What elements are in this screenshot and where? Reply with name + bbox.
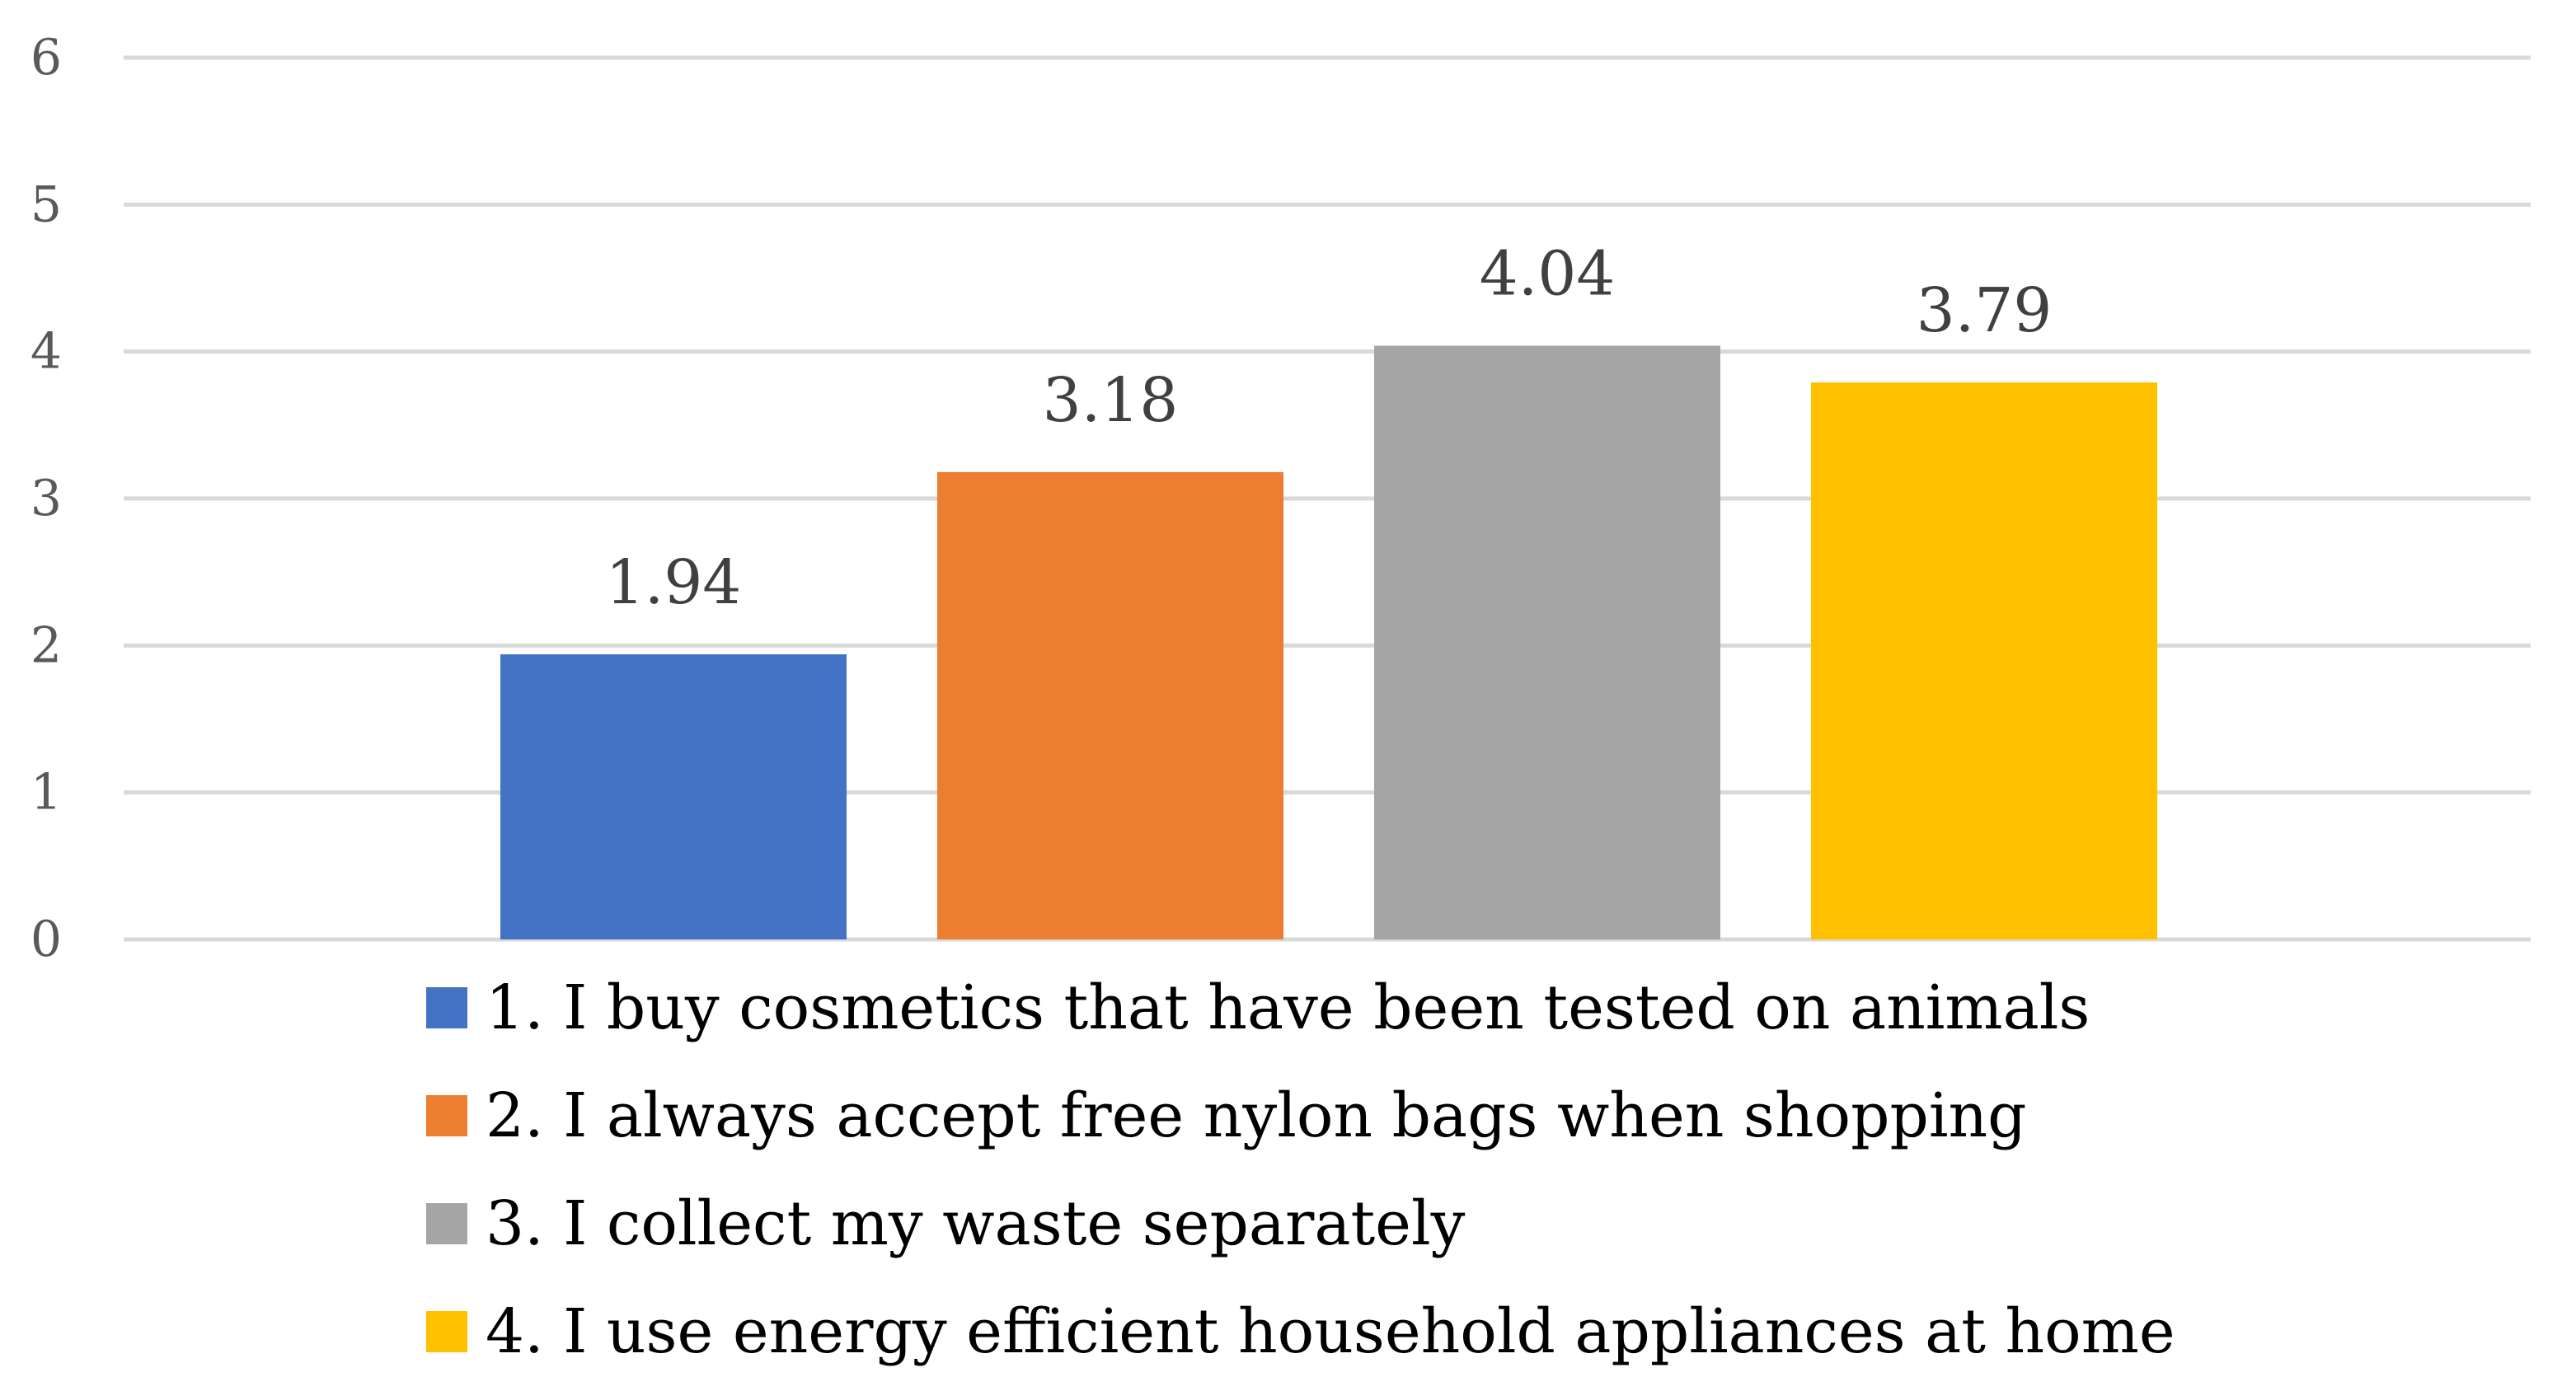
- gridlines: [124, 55, 2531, 942]
- legend-item-4: 4. I use energy efficient household appl…: [426, 1296, 2175, 1367]
- data-label-2: 3.18: [1043, 365, 1179, 436]
- legend: 1. I buy cosmetics that have been tested…: [426, 972, 2175, 1367]
- y-tick-label: 6: [30, 29, 62, 87]
- y-tick-label: 3: [30, 470, 62, 527]
- bars: [500, 345, 2157, 939]
- y-axis: 0 1 2 3 4 5 6: [30, 29, 62, 968]
- legend-item-3: 3. I collect my waste separately: [426, 1188, 1466, 1259]
- data-label-4: 3.79: [1917, 275, 2053, 346]
- legend-label: 1. I buy cosmetics that have been tested…: [486, 972, 2090, 1043]
- y-tick-label: 0: [30, 911, 62, 968]
- data-labels: 1.94 3.18 4.04 3.79: [606, 239, 2053, 619]
- y-tick-label: 2: [30, 616, 62, 674]
- legend-item-1: 1. I buy cosmetics that have been tested…: [426, 972, 2090, 1043]
- y-tick-label: 4: [30, 323, 62, 381]
- bar-3: [1374, 345, 1720, 939]
- bar-1: [500, 654, 847, 939]
- legend-swatch: [426, 1203, 467, 1244]
- legend-swatch: [426, 1095, 467, 1136]
- legend-swatch: [426, 1311, 467, 1352]
- legend-swatch: [426, 987, 467, 1028]
- legend-label: 4. I use energy efficient household appl…: [486, 1296, 2175, 1367]
- y-tick-label: 1: [30, 764, 62, 822]
- data-label-1: 1.94: [606, 547, 742, 618]
- legend-label: 2. I always accept free nylon bags when …: [486, 1080, 2027, 1151]
- y-tick-label: 5: [30, 176, 62, 233]
- legend-label: 3. I collect my waste separately: [486, 1188, 1466, 1259]
- bar-4: [1811, 382, 2157, 939]
- legend-item-2: 2. I always accept free nylon bags when …: [426, 1080, 2027, 1151]
- bar-2: [937, 471, 1283, 939]
- data-label-3: 4.04: [1480, 239, 1616, 310]
